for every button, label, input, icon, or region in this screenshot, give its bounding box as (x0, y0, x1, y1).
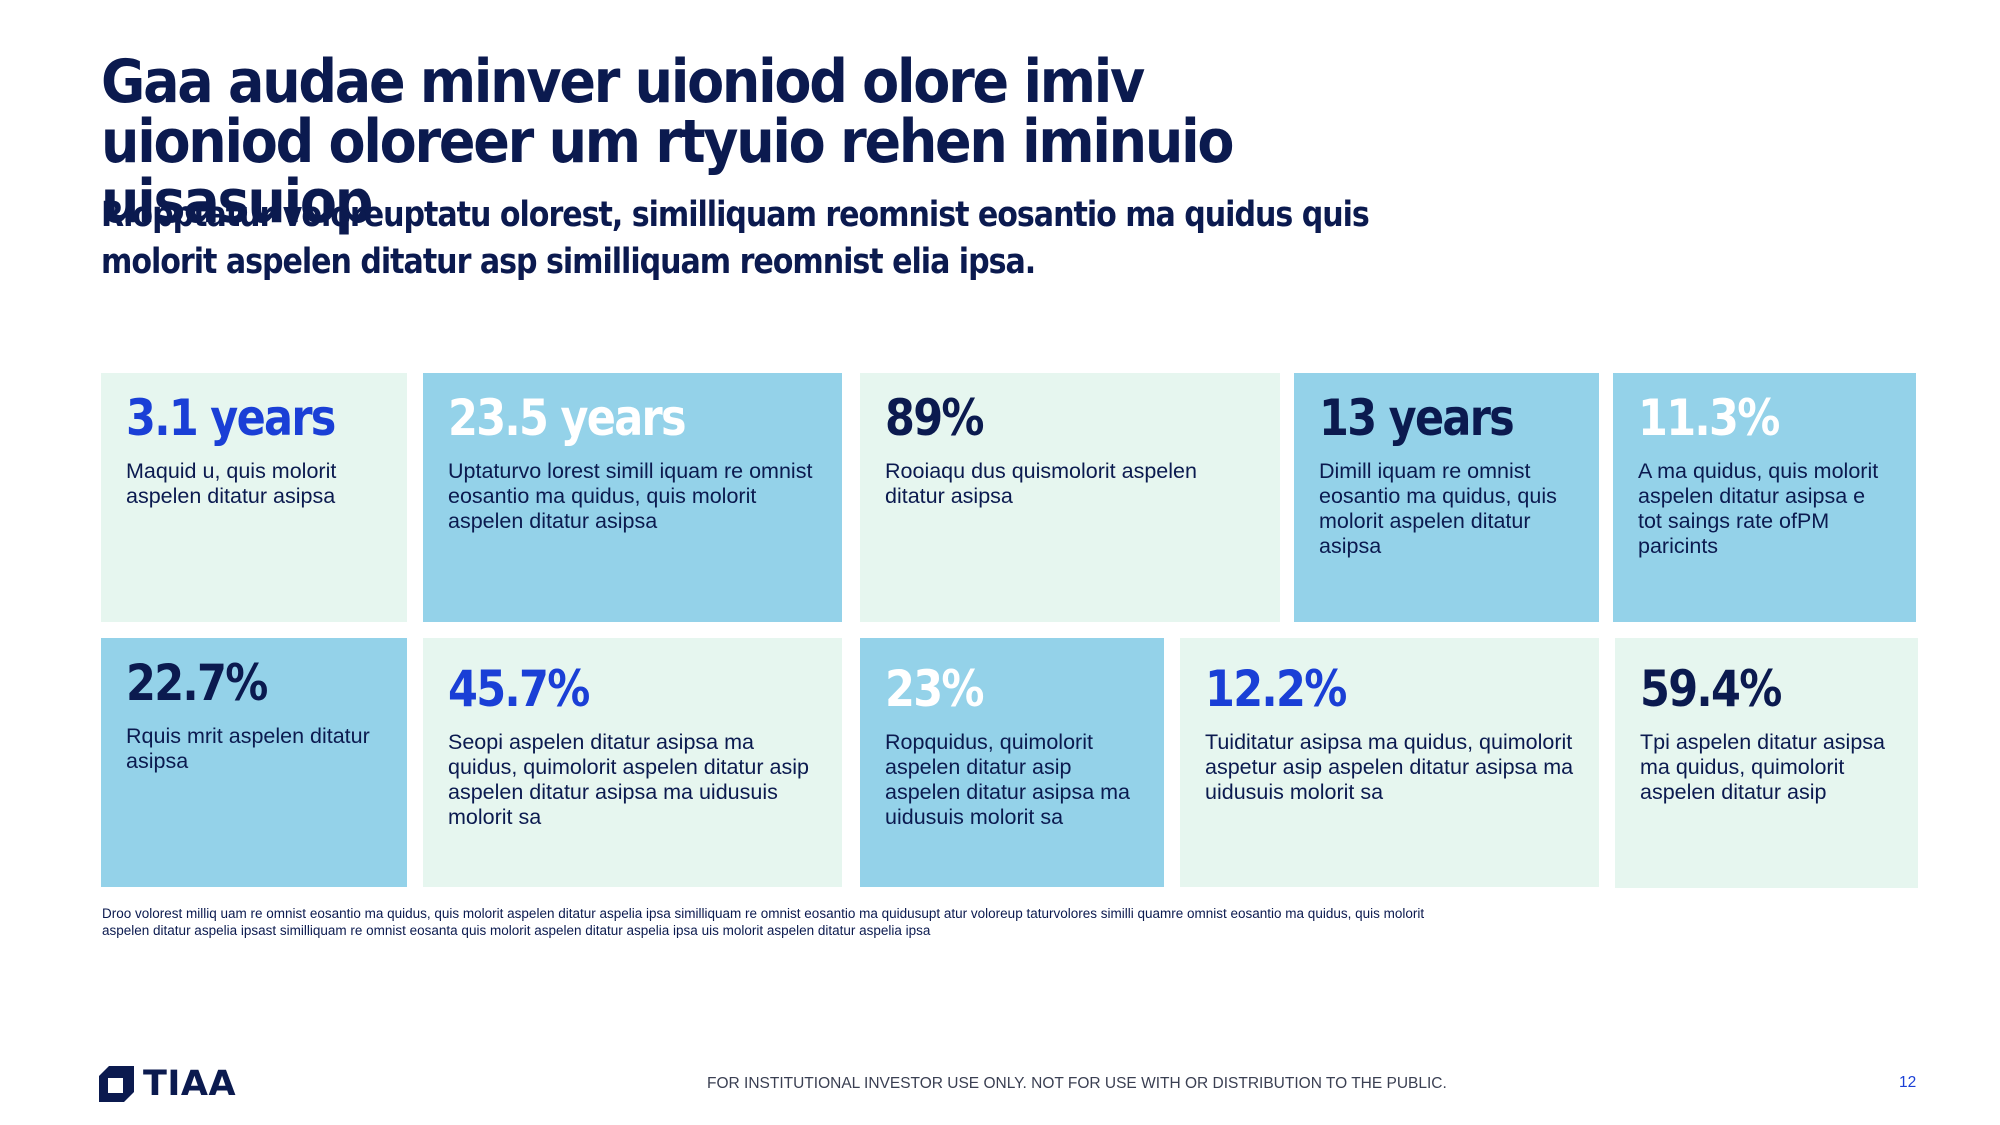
tiaa-logo-icon (99, 1066, 134, 1102)
stat-description: Seopi aspelen ditatur asipsa ma quidus, … (448, 730, 809, 829)
stat-description: Ropquidus, quimolorit aspelen ditatur as… (885, 730, 1131, 829)
stat-value: 89% (885, 389, 984, 447)
stat-tile: 22.7% Rquis mrit aspelen ditatur asipsa (101, 638, 407, 887)
stat-description: A ma quidus, quis molorit aspelen ditatu… (1638, 459, 1879, 558)
logo-wordmark: TIAA (143, 1064, 237, 1104)
stat-value: 23.5 years (448, 389, 687, 447)
stat-description: Rooiaqu dus quismolorit aspelen ditatur … (885, 459, 1197, 508)
stat-tile: 45.7% Seopi aspelen ditatur asipsa ma qu… (423, 638, 842, 887)
tiaa-logo: TIAA (99, 1066, 236, 1102)
stat-value: 59.4% (1640, 660, 1782, 718)
stat-value: 23% (885, 660, 984, 718)
stat-description: Tuiditatur asipsa ma quidus, quimolorit … (1205, 730, 1574, 804)
stat-description: Rquis mrit aspelen ditatur asipsa (126, 724, 370, 773)
stat-tile: 12.2% Tuiditatur asipsa ma quidus, quimo… (1180, 638, 1599, 887)
stat-tile: 23% Ropquidus, quimolorit aspelen ditatu… (860, 638, 1164, 887)
stat-tile: 23.5 years Uptaturvo lorest simill iquam… (423, 373, 842, 622)
disclaimer: FOR INSTITUTIONAL INVESTOR USE ONLY. NOT… (707, 1075, 1447, 1092)
stat-value: 22.7% (126, 654, 268, 712)
stat-value: 13 years (1319, 389, 1515, 447)
stat-description: Dimill iquam re omnist eosantio ma quidu… (1319, 459, 1557, 558)
stat-description: Maquid u, quis molorit aspelen ditatur a… (126, 459, 337, 508)
stat-value: 12.2% (1205, 660, 1347, 718)
stat-value: 45.7% (448, 660, 590, 718)
page-number: 12 (1899, 1074, 1917, 1091)
stat-tile: 59.4% Tpi aspelen ditatur asipsa ma quid… (1615, 638, 1918, 888)
stat-description: Tpi aspelen ditatur asipsa ma quidus, qu… (1640, 730, 1886, 804)
stat-tile: 13 years Dimill iquam re omnist eosantio… (1294, 373, 1599, 622)
stat-tile: 89% Rooiaqu dus quismolorit aspelen dita… (860, 373, 1280, 622)
slide-subtitle: Riopptatur voloreuptatu olorest, similli… (101, 195, 1370, 282)
slide-title: Gaa audae minver uioniod olore imiv uion… (101, 47, 1234, 237)
stat-value: 11.3% (1638, 389, 1780, 447)
stat-value: 3.1 years (126, 389, 336, 447)
stat-tile: 11.3% A ma quidus, quis molorit aspelen … (1613, 373, 1916, 622)
footnote: Droo volorest milliq uam re omnist eosan… (102, 906, 1425, 938)
stat-description: Uptaturvo lorest simill iquam re omnist … (448, 459, 813, 533)
stat-tile: 3.1 years Maquid u, quis molorit aspelen… (101, 373, 407, 622)
